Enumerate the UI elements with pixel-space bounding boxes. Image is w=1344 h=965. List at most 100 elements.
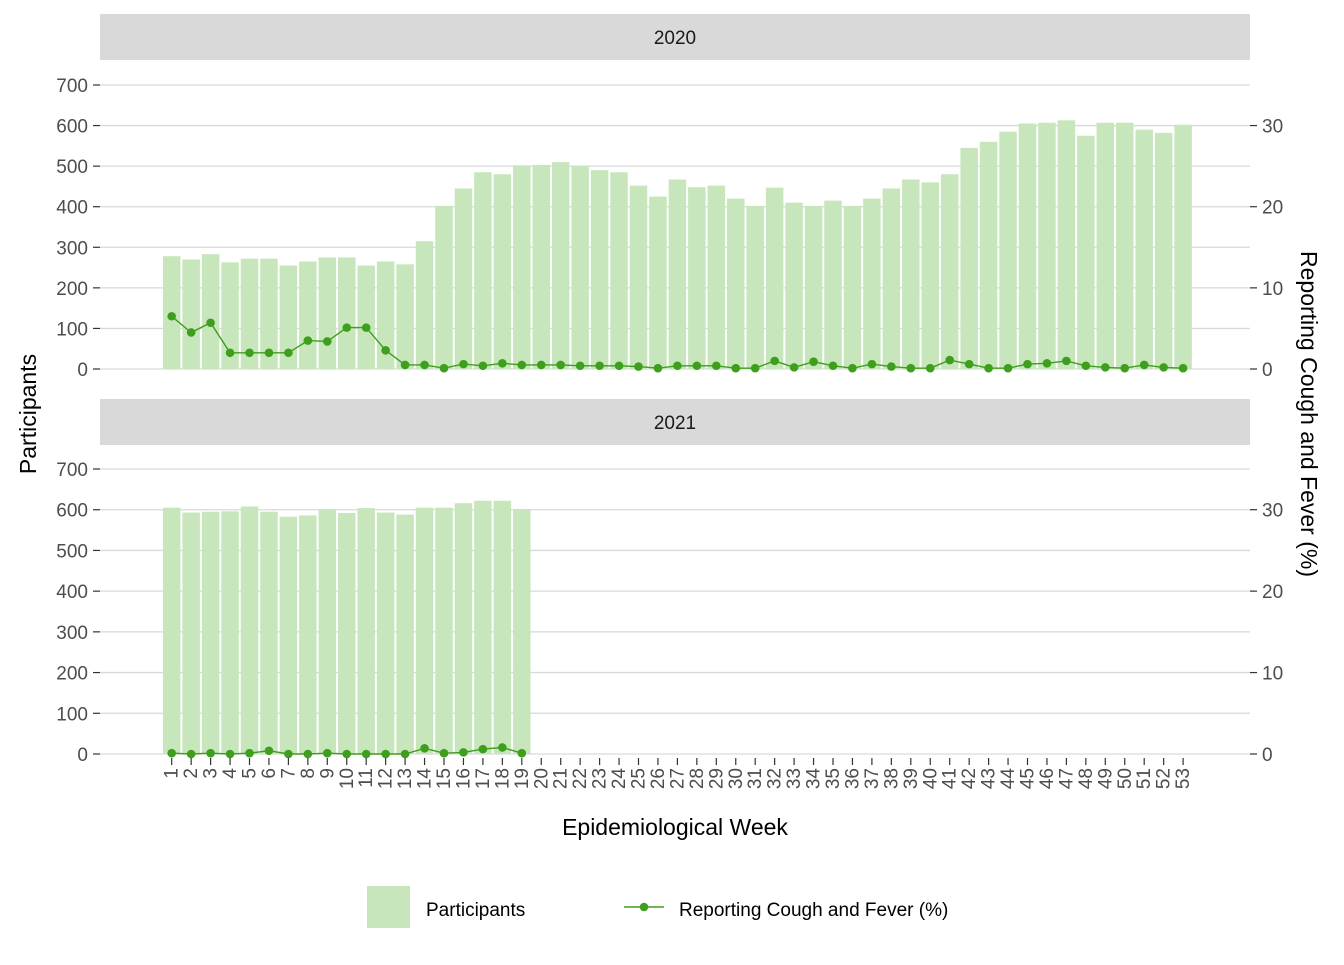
cough-fever-point-2020-week-21 [556, 360, 565, 370]
cough-fever-point-2021-week-17 [478, 744, 488, 754]
x-tick-label-week-47: 47 [1056, 768, 1077, 789]
y-left-tick-label-2021-700: 700 [56, 460, 88, 481]
x-tick-label-week-36: 36 [842, 768, 863, 789]
x-tick-label-week-21: 21 [551, 768, 572, 789]
bar-2020-week-7 [279, 265, 298, 369]
bar-2021-week-5 [240, 506, 259, 754]
cough-fever-point-2020-week-41 [945, 355, 954, 365]
x-tick-label-week-38: 38 [881, 768, 902, 789]
y-left-tick-label-2020-400: 400 [56, 198, 88, 219]
cough-fever-point-2021-week-2 [186, 749, 196, 759]
bar-2021-week-12 [376, 512, 395, 754]
y-right-tick-label-2021-10: 10 [1262, 664, 1283, 685]
bar-2020-week-9 [318, 257, 337, 369]
cough-fever-point-2020-week-8 [303, 336, 313, 345]
cough-fever-point-2020-week-3 [206, 318, 215, 328]
bar-2021-week-19 [513, 508, 531, 754]
x-tick-label-week-32: 32 [765, 768, 786, 789]
cough-fever-point-2020-week-19 [517, 360, 527, 370]
bar-2021-week-7 [279, 516, 298, 754]
cough-fever-point-2021-week-9 [323, 748, 332, 758]
bar-2021-week-6 [260, 511, 278, 754]
cough-fever-point-2021-week-1 [167, 748, 176, 758]
cough-fever-point-2020-week-49 [1101, 363, 1110, 372]
cough-fever-point-2020-week-29 [712, 361, 721, 371]
bar-2020-week-2 [182, 259, 200, 369]
cough-fever-point-2020-week-46 [1042, 359, 1052, 368]
cough-fever-point-2020-week-4 [225, 348, 235, 358]
cough-fever-point-2020-week-36 [848, 363, 857, 373]
cough-fever-point-2020-week-18 [498, 359, 507, 368]
bar-2020-week-44 [999, 131, 1017, 369]
cough-fever-point-2020-week-22 [575, 361, 585, 371]
bar-2021-week-10 [338, 512, 356, 754]
x-tick-label-week-2: 2 [181, 768, 202, 779]
x-tick-label-week-52: 52 [1154, 768, 1175, 789]
bar-2020-week-33 [785, 202, 803, 369]
y-left-tick-label-2021-500: 500 [56, 541, 88, 562]
x-tick-label-week-27: 27 [667, 768, 688, 789]
bar-2020-week-15 [435, 205, 453, 369]
y-left-tick-label-2020-100: 100 [56, 319, 88, 340]
x-tick-label-week-39: 39 [901, 768, 922, 789]
bar-2021-week-4 [221, 511, 239, 754]
bar-2020-week-20 [532, 164, 550, 369]
legend-label-cough-fever: Reporting Cough and Fever (%) [679, 900, 948, 921]
cough-fever-point-2020-week-7 [284, 348, 293, 358]
facet-strip-2021 [100, 399, 1250, 445]
cough-fever-point-2020-week-6 [264, 348, 274, 358]
x-tick-label-week-45: 45 [1018, 768, 1039, 789]
x-tick-label-week-23: 23 [590, 768, 611, 789]
bar-2021-week-1 [162, 507, 181, 754]
bar-2021-week-13 [396, 514, 414, 754]
bar-2020-week-17 [474, 172, 492, 369]
y-left-tick-label-2021-0: 0 [77, 745, 88, 766]
x-tick-label-week-50: 50 [1115, 768, 1136, 789]
bar-2020-week-30 [727, 198, 745, 369]
cough-fever-point-2020-week-28 [692, 361, 702, 371]
x-tick-label-week-46: 46 [1037, 768, 1058, 789]
cough-fever-point-2020-week-14 [420, 360, 429, 370]
bar-2020-week-38 [882, 188, 901, 369]
x-tick-label-week-44: 44 [998, 768, 1019, 790]
cough-fever-point-2021-week-3 [206, 748, 215, 758]
cough-fever-point-2020-week-30 [731, 363, 741, 373]
cough-fever-point-2020-week-53 [1178, 363, 1188, 373]
bar-2020-week-41 [940, 174, 959, 369]
bar-2020-week-37 [863, 198, 881, 369]
bar-2020-week-13 [396, 264, 414, 369]
bar-2020-week-4 [221, 262, 239, 369]
cough-fever-point-2021-week-14 [420, 744, 429, 753]
cough-fever-point-2020-week-39 [906, 363, 916, 373]
bar-2020-week-28 [688, 187, 706, 369]
x-tick-label-week-43: 43 [979, 768, 1000, 789]
bar-2021-week-11 [357, 508, 375, 754]
cough-fever-point-2021-week-7 [284, 749, 293, 759]
x-tick-label-week-5: 5 [240, 768, 261, 779]
y-left-tick-label-2020-500: 500 [56, 157, 88, 178]
cough-fever-point-2021-week-15 [439, 748, 449, 758]
y-left-tick-label-2021-100: 100 [56, 704, 88, 725]
bar-2020-week-8 [299, 261, 317, 369]
y-right-tick-label-2020-10: 10 [1262, 279, 1283, 300]
y-right-tick-label-2021-30: 30 [1262, 501, 1283, 522]
bar-2020-week-11 [357, 265, 375, 369]
facet-strip-label-2021: 2021 [654, 413, 696, 434]
cough-fever-point-2020-week-15 [439, 363, 449, 373]
x-tick-label-week-53: 53 [1173, 768, 1194, 789]
bar-2021-week-16 [454, 503, 473, 754]
y-right-tick-label-2020-20: 20 [1262, 198, 1283, 219]
facet-strip-2020 [100, 14, 1250, 60]
bar-2021-week-8 [299, 515, 317, 754]
y-left-tick-label-2020-600: 600 [56, 117, 88, 138]
bar-2020-week-10 [338, 257, 356, 369]
x-tick-label-week-42: 42 [959, 768, 980, 789]
cough-fever-point-2020-week-12 [381, 346, 390, 355]
x-tick-label-week-51: 51 [1134, 768, 1155, 789]
cough-fever-point-2021-week-13 [400, 749, 410, 759]
bar-2020-week-36 [843, 205, 862, 369]
bar-2020-week-29 [707, 185, 726, 369]
bar-2020-week-52 [1154, 132, 1173, 369]
legend-key-participants [367, 886, 410, 928]
cough-fever-point-2021-week-6 [264, 746, 274, 756]
